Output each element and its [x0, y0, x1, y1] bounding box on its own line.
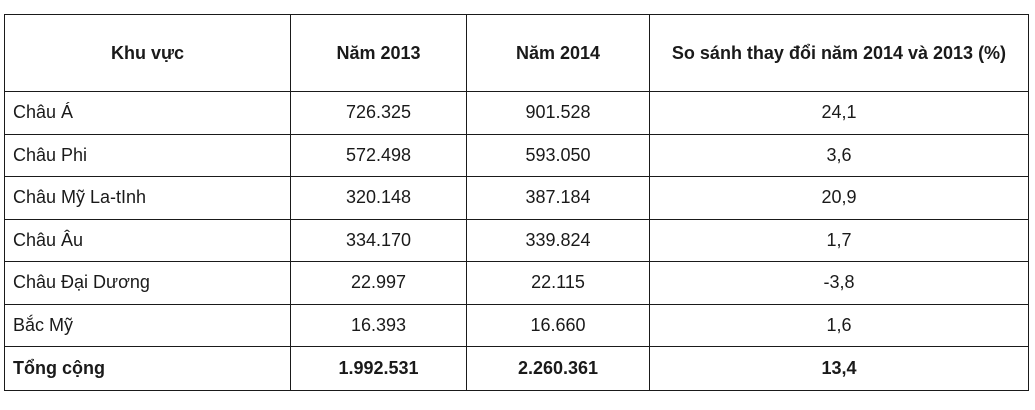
- cell-2013: 320.148: [290, 176, 467, 220]
- cell-region: Châu Á: [4, 91, 291, 135]
- table-row: Châu Phi 572.498 593.050 3,6: [4, 133, 1029, 177]
- region-comparison-table: Khu vực Năm 2013 Năm 2014 So sánh thay đ…: [4, 14, 1029, 391]
- table-row: Châu Á 726.325 901.528 24,1: [4, 91, 1029, 135]
- cell-2014: 593.050: [466, 133, 650, 177]
- cell-change: 20,9: [649, 176, 1029, 220]
- cell-region: Châu Đại Dương: [4, 261, 291, 305]
- header-change-percent: So sánh thay đổi năm 2014 và 2013 (%): [649, 14, 1029, 92]
- table-row: Châu Âu 334.170 339.824 1,7: [4, 218, 1029, 262]
- header-region: Khu vực: [4, 14, 291, 92]
- table-row: Châu Mỹ La-tInh 320.148 387.184 20,9: [4, 176, 1029, 220]
- cell-2013: 726.325: [290, 91, 467, 135]
- cell-2014: 339.824: [466, 218, 650, 262]
- total-2014: 2.260.361: [466, 346, 650, 391]
- cell-change: 1,6: [649, 303, 1029, 347]
- cell-2013: 16.393: [290, 303, 467, 347]
- header-year-2013: Năm 2013: [290, 14, 467, 92]
- cell-2014: 387.184: [466, 176, 650, 220]
- table-total-row: Tổng cộng 1.992.531 2.260.361 13,4: [4, 346, 1029, 391]
- cell-2013: 22.997: [290, 261, 467, 305]
- cell-region: Châu Phi: [4, 133, 291, 177]
- total-2013: 1.992.531: [290, 346, 467, 391]
- total-change: 13,4: [649, 346, 1029, 391]
- cell-region: Bắc Mỹ: [4, 303, 291, 347]
- cell-2014: 22.115: [466, 261, 650, 305]
- table-header-row: Khu vực Năm 2013 Năm 2014 So sánh thay đ…: [4, 14, 1029, 92]
- table-row: Châu Đại Dương 22.997 22.115 -3,8: [4, 261, 1029, 305]
- cell-change: 24,1: [649, 91, 1029, 135]
- cell-change: 3,6: [649, 133, 1029, 177]
- cell-2013: 572.498: [290, 133, 467, 177]
- cell-change: -3,8: [649, 261, 1029, 305]
- cell-region: Châu Âu: [4, 218, 291, 262]
- total-label: Tổng cộng: [4, 346, 291, 391]
- cell-2014: 16.660: [466, 303, 650, 347]
- data-table-container: Khu vực Năm 2013 Năm 2014 So sánh thay đ…: [4, 14, 1029, 391]
- header-year-2014: Năm 2014: [466, 14, 650, 92]
- table-row: Bắc Mỹ 16.393 16.660 1,6: [4, 303, 1029, 347]
- cell-2013: 334.170: [290, 218, 467, 262]
- cell-2014: 901.528: [466, 91, 650, 135]
- cell-change: 1,7: [649, 218, 1029, 262]
- cell-region: Châu Mỹ La-tInh: [4, 176, 291, 220]
